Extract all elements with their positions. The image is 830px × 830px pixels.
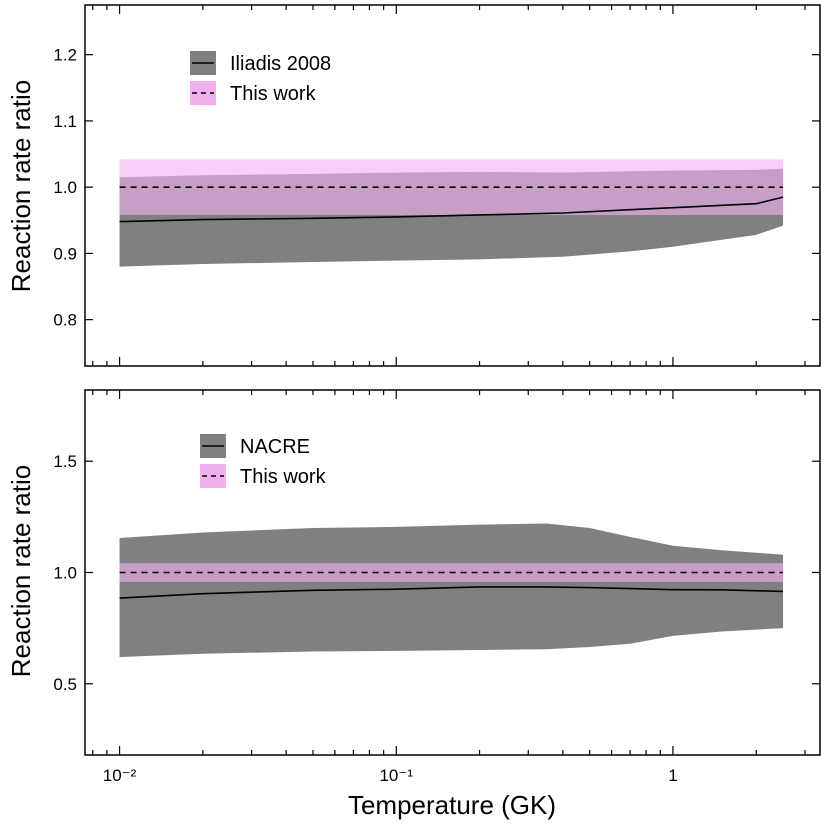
- median-line-iliadis-2008: [119, 196, 784, 223]
- y-tick-label: 1.0: [53, 178, 77, 197]
- x-tick-label: 10⁻¹: [379, 766, 413, 785]
- y-tick-label: 0.5: [53, 675, 77, 694]
- bottom-y-axis-label: Reaction rate ratio: [6, 465, 36, 677]
- x-tick-label: 10⁻²: [103, 766, 137, 785]
- top-y-axis-label: Reaction rate ratio: [6, 80, 36, 292]
- legend-label: Iliadis 2008: [230, 53, 331, 75]
- median-line-nacre: [119, 586, 784, 599]
- top-panel: 0.8 0.9 1.0 1.1 1.2 Iliadis 2008 This work: [53, 4, 821, 367]
- legend-label: NACRE: [240, 436, 310, 458]
- y-tick-label: 0.9: [53, 244, 77, 263]
- band-nacre: [119, 523, 784, 658]
- y-tick-label: 1.0: [53, 564, 77, 583]
- plot-frame: [84, 4, 821, 367]
- bottom-panel: 0.5 1.0 1.5 10⁻² 10⁻¹ 1 NACRE This work: [53, 389, 821, 785]
- y-tick-label: 1.5: [53, 452, 77, 471]
- x-axis-label: Temperature (GK): [348, 790, 556, 820]
- x-tick-label: 1: [668, 766, 677, 785]
- legend-label: This work: [230, 83, 317, 105]
- y-tick-label: 1.1: [53, 112, 77, 131]
- y-tick-label: 1.2: [53, 46, 77, 65]
- y-tick-label: 0.8: [53, 311, 77, 330]
- legend-label: This work: [240, 466, 327, 488]
